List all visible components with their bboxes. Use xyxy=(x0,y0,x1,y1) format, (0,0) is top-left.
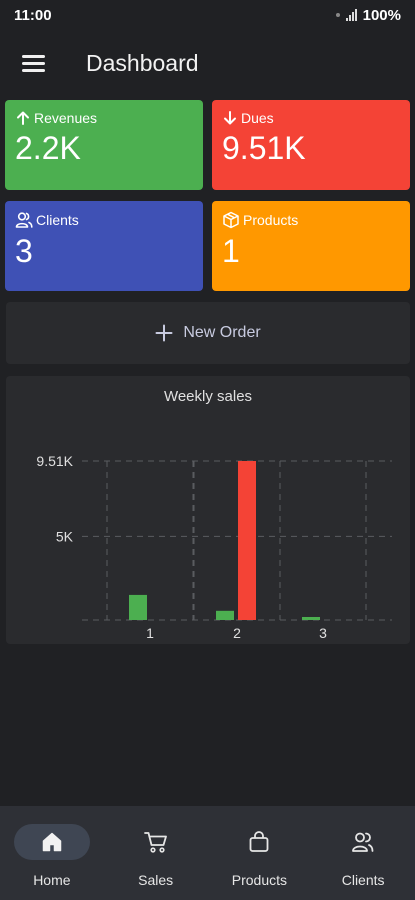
battery-level: 100% xyxy=(362,6,401,24)
bar-series-0-cat-2 xyxy=(216,610,234,620)
products-card-label-row: Products xyxy=(222,211,400,229)
nav-clients-icon-wrap xyxy=(325,824,401,860)
clients-card[interactable]: Clients 3 xyxy=(5,201,203,291)
revenues-card-label-row: Revenues xyxy=(15,110,193,126)
people-icon xyxy=(352,832,374,852)
box-icon xyxy=(223,211,239,229)
bar-series-1-cat-2 xyxy=(238,461,256,620)
new-order-label: New Order xyxy=(183,324,261,341)
nav-products[interactable]: Products xyxy=(208,806,312,900)
x-tick-label-2: 2 xyxy=(233,625,241,641)
y-tick-label-1: 9.51K xyxy=(36,453,73,469)
notification-dot-icon xyxy=(335,13,340,17)
status-time: 11:00 xyxy=(14,6,52,24)
nav-home-label: Home xyxy=(33,872,71,888)
y-tick-label-0: 5K xyxy=(56,528,74,544)
chart-title: Weekly sales xyxy=(163,388,253,405)
home-icon xyxy=(42,832,62,852)
nav-products-icon-wrap xyxy=(221,824,297,860)
clients-card-label-row: Clients xyxy=(15,211,193,229)
dues-card[interactable]: Dues 9.51K xyxy=(212,100,410,190)
arrow-up-icon xyxy=(17,111,29,125)
status-bar: 11:00 100% xyxy=(0,0,415,30)
revenues-value: 2.2K xyxy=(15,130,81,166)
products-card[interactable]: Products 1 xyxy=(212,201,410,291)
revenues-label: Revenues xyxy=(34,110,98,126)
nav-clients[interactable]: Clients xyxy=(311,806,415,900)
dues-value: 9.51K xyxy=(222,130,306,166)
weekly-sales-chart: Weekly sales 5K 9.51K 1 2 3 xyxy=(6,376,410,644)
nav-products-label: Products xyxy=(231,872,287,888)
nav-clients-label: Clients xyxy=(341,872,385,888)
dues-card-label-row: Dues xyxy=(222,110,400,126)
x-tick-label-3: 3 xyxy=(319,625,327,641)
nav-sales[interactable]: Sales xyxy=(104,806,208,900)
chart-plot: 5K 9.51K 1 2 3 xyxy=(36,453,392,641)
bar-series-0-cat-1 xyxy=(129,594,147,620)
nav-home-icon-wrap xyxy=(13,824,90,860)
shopping-bag-icon xyxy=(249,831,269,852)
bar-series-0-cat-3 xyxy=(302,616,320,620)
nav-sales-icon-wrap xyxy=(118,824,194,860)
cart-icon xyxy=(143,832,167,853)
revenues-card[interactable]: Revenues 2.2K xyxy=(5,100,203,190)
signal-icon xyxy=(345,9,357,21)
status-indicators: 100% xyxy=(335,6,401,24)
products-value: 1 xyxy=(222,233,240,269)
clients-value: 3 xyxy=(15,233,33,269)
bottom-navigation: Home Sales Products Client xyxy=(0,806,415,900)
nav-sales-label: Sales xyxy=(138,872,174,888)
app-bar: Dashboard xyxy=(0,40,415,88)
page-title: Dashboard xyxy=(86,50,199,76)
people-icon xyxy=(15,212,33,228)
products-label: Products xyxy=(243,212,299,228)
new-order-button[interactable]: New Order xyxy=(6,302,410,364)
dues-label: Dues xyxy=(241,110,274,126)
hamburger-menu-icon[interactable] xyxy=(22,55,45,73)
plus-icon xyxy=(155,324,173,342)
arrow-down-icon xyxy=(224,111,236,125)
nav-home[interactable]: Home xyxy=(0,806,104,900)
x-tick-label-1: 1 xyxy=(146,625,154,641)
clients-label: Clients xyxy=(36,212,79,228)
